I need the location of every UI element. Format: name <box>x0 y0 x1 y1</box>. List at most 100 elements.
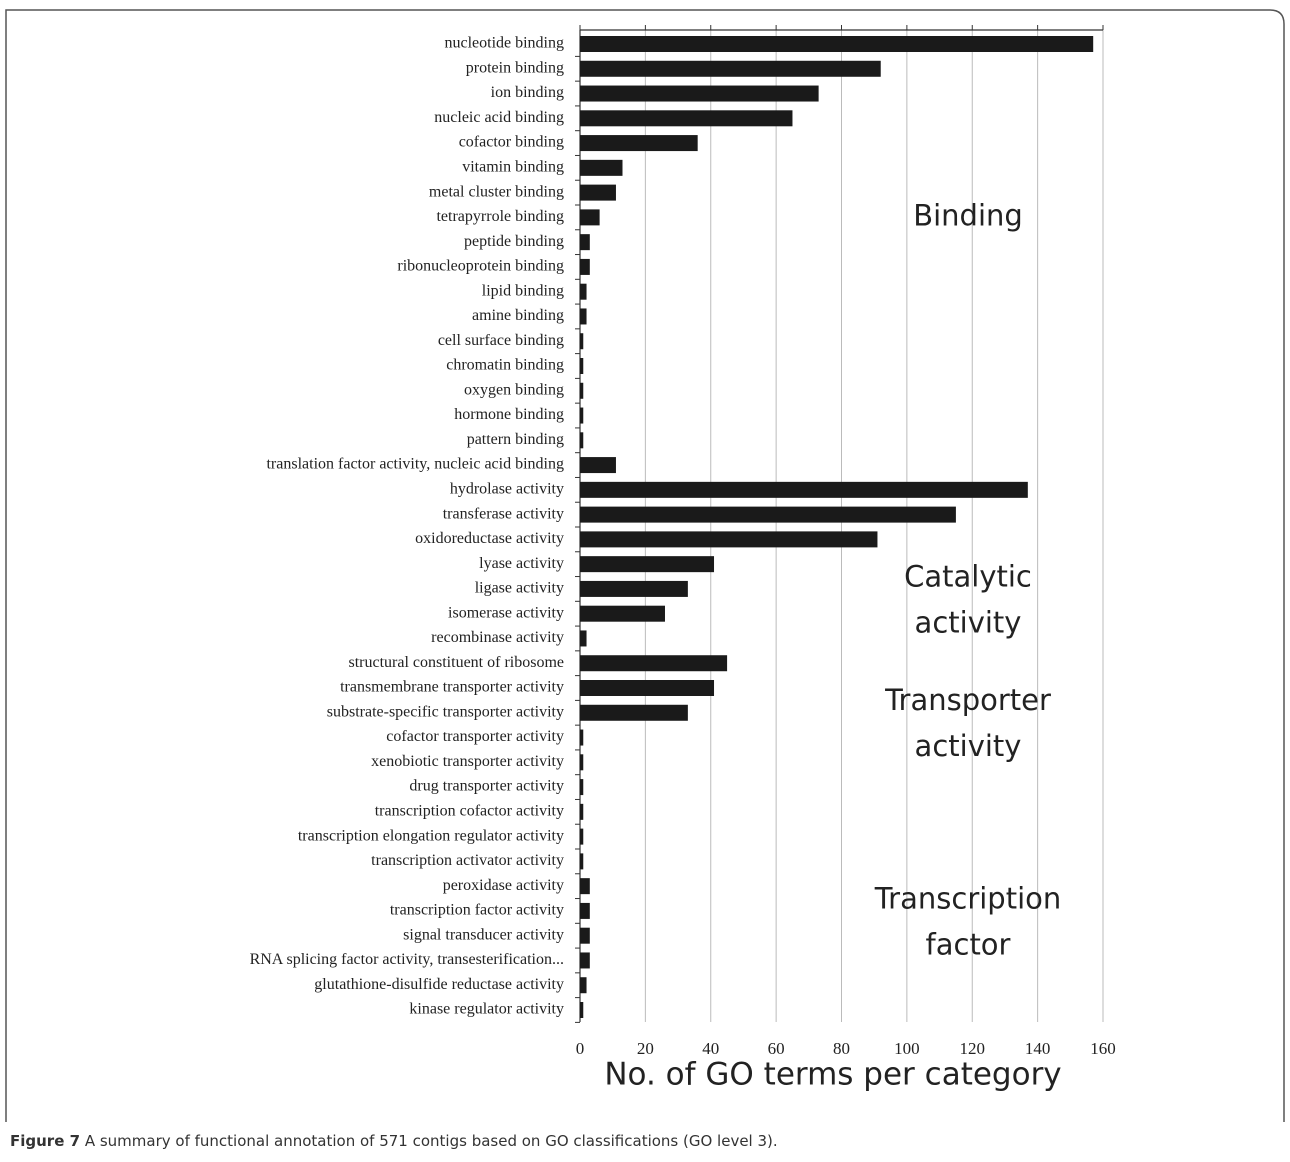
bar <box>580 432 584 449</box>
y-tick-label: structural constituent of ribosome <box>348 654 564 671</box>
bar <box>580 902 590 919</box>
y-tick-label: metal cluster binding <box>429 183 564 200</box>
annotation: Catalytic <box>904 559 1032 593</box>
x-tick-label: 0 <box>576 1039 585 1058</box>
x-axis-label: No. of GO terms per category <box>604 1057 1061 1093</box>
y-tick-label: tetrapyrrole binding <box>436 208 564 225</box>
y-tick-label: RNA splicing factor activity, transester… <box>250 951 564 968</box>
y-tick-label: vitamin binding <box>462 159 564 176</box>
caption-text: A summary of functional annotation of 57… <box>85 1132 778 1150</box>
bar <box>580 36 1094 52</box>
x-tick-label: 40 <box>702 1039 719 1058</box>
y-tick-label: transcription factor activity <box>390 902 564 919</box>
y-tick-label: translation factor activity, nucleic aci… <box>266 456 564 473</box>
bar <box>580 1002 584 1018</box>
y-tick-label: recombinase activity <box>431 629 564 646</box>
y-tick-label: ribonucleoprotein binding <box>397 258 564 275</box>
bar <box>580 135 698 152</box>
y-tick-label: lyase activity <box>479 555 564 572</box>
bar <box>580 308 587 325</box>
annotation: activity <box>915 605 1022 639</box>
x-tick-label: 60 <box>768 1039 785 1058</box>
bar <box>580 977 587 994</box>
y-tick-label: ion binding <box>491 84 564 101</box>
bar <box>580 333 584 350</box>
caption: Figure 7 A summary of functional annotat… <box>10 1132 778 1150</box>
y-tick-label: amine binding <box>472 307 564 324</box>
y-tick-label: hormone binding <box>454 406 564 423</box>
x-tick-label: 120 <box>960 1039 986 1058</box>
y-tick-label: xenobiotic transporter activity <box>371 753 564 770</box>
y-tick-label: peroxidase activity <box>443 877 564 894</box>
y-tick-label: drug transporter activity <box>409 778 564 795</box>
frame <box>5 9 1285 1122</box>
bar <box>580 754 584 771</box>
bar <box>580 630 587 647</box>
bar <box>580 803 584 820</box>
x-tick-label: 20 <box>637 1039 654 1058</box>
bar <box>580 358 584 374</box>
bar <box>580 184 616 201</box>
annotation: Binding <box>913 198 1023 232</box>
y-tick-label: nucleotide binding <box>444 35 564 52</box>
bar <box>580 209 600 226</box>
y-tick-label: transmembrane transporter activity <box>340 679 564 696</box>
bar <box>580 382 584 399</box>
annotation: Transcription <box>874 881 1062 915</box>
caption-label: Figure 7 <box>10 1132 80 1150</box>
bar <box>580 60 881 77</box>
bar <box>580 407 584 424</box>
y-tick-label: protein binding <box>466 59 564 76</box>
bar <box>580 878 590 895</box>
y-tick-label: peptide binding <box>464 233 564 250</box>
bar <box>580 283 587 300</box>
y-tick-label: transcription activator activity <box>371 852 564 869</box>
bar <box>580 110 793 127</box>
y-tick-label: ligase activity <box>475 580 564 597</box>
bar <box>580 556 715 573</box>
y-tick-label: lipid binding <box>482 282 564 299</box>
y-tick-label: glutathione-disulfide reductase activity <box>314 976 564 993</box>
bar <box>580 457 616 474</box>
bar <box>580 729 584 746</box>
annotation: factor <box>926 927 1011 961</box>
bar <box>580 580 688 597</box>
y-tick-label: cofactor binding <box>459 134 564 151</box>
y-tick-label: nucleic acid binding <box>434 109 564 126</box>
bar <box>580 704 688 721</box>
bar <box>580 481 1028 498</box>
y-tick-label: pattern binding <box>467 431 564 448</box>
y-tick-label: oxidoreductase activity <box>415 530 564 547</box>
x-tick-label: 160 <box>1090 1039 1116 1058</box>
y-tick-label: isomerase activity <box>448 604 564 621</box>
y-tick-label: oxygen binding <box>464 381 564 398</box>
bar <box>580 853 584 870</box>
bar <box>580 85 819 102</box>
bar <box>580 234 590 251</box>
bar <box>580 927 590 944</box>
annotation: activity <box>915 729 1022 763</box>
bar <box>580 605 665 622</box>
x-tick-label: 140 <box>1025 1039 1051 1058</box>
y-tick-label: chromatin binding <box>446 357 564 374</box>
y-tick-label: transcription cofactor activity <box>375 803 564 820</box>
bar <box>580 680 715 696</box>
y-tick-label: kinase regulator activity <box>409 1001 564 1018</box>
y-tick-label: cell surface binding <box>438 332 564 349</box>
bar <box>580 531 878 548</box>
y-tick-label: substrate-specific transporter activity <box>327 703 564 720</box>
bar <box>580 258 590 275</box>
y-tick-label: hydrolase activity <box>450 481 564 498</box>
y-tick-label: cofactor transporter activity <box>386 728 564 745</box>
bar <box>580 655 728 672</box>
x-tick-label: 100 <box>894 1039 920 1058</box>
bar <box>580 952 590 969</box>
y-tick-label: transcription elongation regulator activ… <box>298 827 564 844</box>
bar <box>580 779 584 796</box>
y-tick-label: signal transducer activity <box>403 926 564 943</box>
y-tick-label: transferase activity <box>443 505 564 522</box>
bar <box>580 159 623 176</box>
x-tick-label: 80 <box>833 1039 850 1058</box>
annotation: Transporter <box>884 683 1051 717</box>
